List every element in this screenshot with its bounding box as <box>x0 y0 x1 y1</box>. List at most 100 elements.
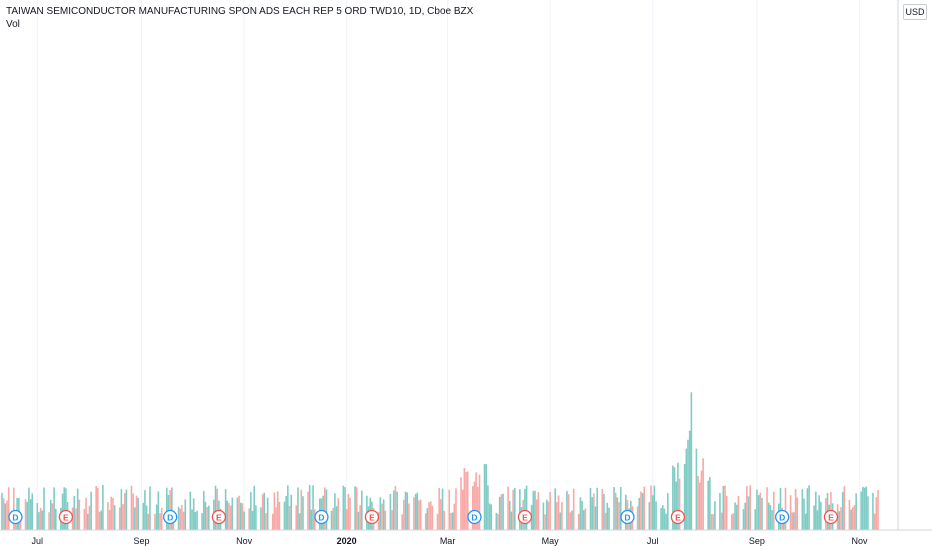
volume-bar <box>502 493 504 530</box>
volume-bar <box>794 488 797 530</box>
volume-bar <box>734 502 736 530</box>
volume-bar <box>7 487 10 530</box>
x-tick-label: Sep <box>749 536 765 546</box>
volume-bars <box>1 392 879 530</box>
volume-bar <box>816 510 819 530</box>
volume-bar <box>448 489 451 530</box>
price-axis[interactable] <box>898 0 932 550</box>
volume-bar <box>784 487 787 530</box>
dividend-badge-label: D <box>779 513 785 523</box>
volume-bar <box>248 508 250 530</box>
volume-bar <box>460 477 462 530</box>
volume-bar <box>820 501 822 530</box>
volume-bar <box>613 487 615 530</box>
volume-bar <box>355 487 358 530</box>
volume-bar <box>814 491 817 530</box>
volume-bar <box>793 512 795 530</box>
volume-bar <box>49 499 52 530</box>
volume-bar <box>801 489 804 530</box>
volume-bar <box>334 493 336 530</box>
volume-bar <box>875 497 878 530</box>
volume-bar <box>36 502 39 530</box>
earnings-badge[interactable] <box>58 509 74 525</box>
volume-bar <box>720 512 723 530</box>
volume-bar <box>181 504 183 530</box>
earnings-badge[interactable] <box>823 509 839 525</box>
volume-bar <box>766 487 768 530</box>
dividend-badge[interactable] <box>314 509 329 525</box>
earnings-badge[interactable] <box>517 509 533 525</box>
volume-bar <box>687 439 689 530</box>
volume-bar <box>396 491 398 530</box>
volume-bar <box>159 513 161 530</box>
volume-bar <box>243 511 245 530</box>
volume-bar <box>542 502 545 530</box>
volume-bar <box>276 491 279 530</box>
volume-bar <box>241 503 244 530</box>
volume-bar <box>478 474 481 530</box>
volume-bar <box>189 491 192 530</box>
volume-bar <box>266 497 269 530</box>
earnings-badge[interactable] <box>211 509 227 525</box>
volume-bar <box>756 489 758 530</box>
volume-bar <box>508 500 511 530</box>
volume-bar <box>285 496 287 530</box>
volume-bar <box>324 487 326 530</box>
volume-bar <box>702 458 704 530</box>
dividend-badge[interactable] <box>8 509 23 525</box>
volume-bar <box>392 490 395 530</box>
volume-bar <box>224 489 227 530</box>
volume-bar <box>275 507 277 530</box>
volume-bar <box>24 499 27 530</box>
volume-bar <box>643 486 646 530</box>
volume-bar <box>431 505 434 530</box>
volume-bar <box>730 514 733 530</box>
volume-bar <box>208 505 210 530</box>
volume-bar <box>519 489 521 530</box>
volume-bar <box>584 508 587 530</box>
volume-bar <box>746 485 748 530</box>
volume-bar <box>214 485 217 530</box>
volume-bar <box>665 513 667 530</box>
time-axis[interactable] <box>0 530 932 550</box>
volume-bar <box>863 487 866 530</box>
volume-bar <box>229 505 232 530</box>
dividend-badge[interactable] <box>620 509 635 525</box>
dividend-badge[interactable] <box>775 509 790 525</box>
volume-bar <box>700 470 703 530</box>
volume-bar <box>804 513 807 530</box>
volume-bar <box>710 514 713 530</box>
volume-bar <box>165 487 168 530</box>
volume-bar <box>416 492 419 530</box>
volume-bar <box>737 495 740 530</box>
volume-bar <box>144 490 146 530</box>
volume-bar <box>123 493 126 530</box>
volume-bar <box>113 505 116 530</box>
volume-bar <box>725 495 728 530</box>
dividend-badge[interactable] <box>467 509 482 525</box>
volume-bar <box>179 508 182 530</box>
volume-bar <box>771 510 773 530</box>
earnings-badge[interactable] <box>364 509 380 525</box>
volume-bar <box>732 513 735 530</box>
volume-bar <box>440 499 442 530</box>
volume-bar <box>194 512 197 530</box>
currency-button[interactable]: USD <box>903 4 927 20</box>
dividend-badge-label: D <box>624 513 630 523</box>
earnings-badge-label: E <box>828 513 834 523</box>
volume-bar <box>709 477 711 530</box>
volume-bar <box>196 510 198 530</box>
volume-bar <box>545 499 548 530</box>
volume-bar <box>413 497 415 530</box>
volume-bar <box>660 507 662 530</box>
volume-bar <box>228 503 230 530</box>
earnings-badge-label: E <box>522 513 528 523</box>
volume-bar <box>559 512 562 530</box>
volume-bar <box>614 492 617 530</box>
dividend-badge[interactable] <box>162 509 178 525</box>
earnings-badge[interactable] <box>670 509 686 525</box>
volume-bar <box>177 506 180 530</box>
volume-bar <box>865 486 868 530</box>
volume-bar <box>29 499 32 530</box>
